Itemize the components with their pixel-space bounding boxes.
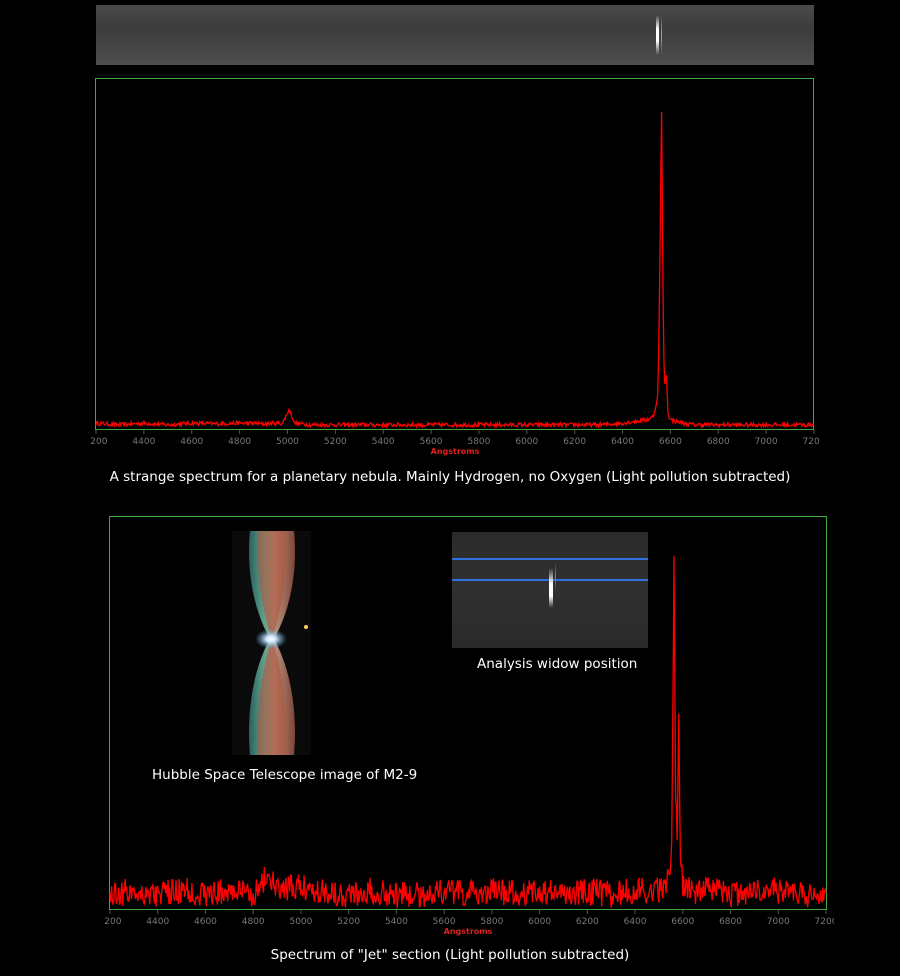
x-tick-label: 7000 <box>755 437 778 447</box>
hubble-m2-9-image <box>232 531 311 755</box>
bottom-spectrum-chart: 4200 4400 4600 4800 5000 5200 5400 5600 5800 6000… <box>104 556 834 936</box>
x-tick-label: 5600 <box>433 917 456 927</box>
spectrum-series-line <box>95 111 815 429</box>
x-tick-label: 6400 <box>624 917 647 927</box>
x-tick-label: 6200 <box>576 917 599 927</box>
x-tick-label: 4800 <box>242 917 265 927</box>
window-top-line <box>452 558 648 560</box>
x-tick-label: 5600 <box>420 437 443 447</box>
x-tick-label: 6000 <box>528 917 551 927</box>
bottom-chart-frame <box>109 516 827 910</box>
x-tick-label: 4200 <box>90 437 108 447</box>
hubble-caption: Hubble Space Telescope image of M2-9 <box>152 767 418 783</box>
raw-spectrum-strip <box>96 5 814 65</box>
x-tick-label: 5800 <box>467 437 490 447</box>
x-tick-label: 4600 <box>180 437 203 447</box>
x-tick-label: 4400 <box>132 437 155 447</box>
slit-emission-trace <box>549 568 553 608</box>
x-tick-label: 7200 <box>803 437 820 447</box>
x-tick-label: 4600 <box>194 917 217 927</box>
x-axis-label: Angstroms <box>431 447 480 456</box>
analysis-window-image <box>452 532 648 648</box>
x-tick-label: 5000 <box>289 917 312 927</box>
x-tick-label: 6800 <box>707 437 730 447</box>
x-tick-label: 4200 <box>104 917 122 927</box>
x-tick-label: 6400 <box>611 437 634 447</box>
x-tick-label: 5800 <box>480 917 503 927</box>
bottom-caption: Spectrum of "Jet" section (Light polluti… <box>270 947 630 963</box>
x-tick-label: 5200 <box>337 917 360 927</box>
x-axis-label: Angstroms <box>444 927 493 936</box>
top-spectrum-chart: 4200 4400 4600 4800 5000 5200 5400 5600 5800 6000… <box>90 111 820 456</box>
x-tick-label: 4800 <box>228 437 251 447</box>
x-tick-label: 6600 <box>659 437 682 447</box>
top-chart-frame <box>95 78 814 430</box>
x-tick-label: 6800 <box>719 917 742 927</box>
x-tick-label: 6200 <box>563 437 586 447</box>
x-tick-label: 4400 <box>146 917 169 927</box>
x-tick-label: 5200 <box>324 437 347 447</box>
spectrum-series-line <box>109 556 827 908</box>
x-tick-label: 6000 <box>515 437 538 447</box>
x-tick-label: 7200 <box>815 917 834 927</box>
x-tick-label: 6600 <box>671 917 694 927</box>
h-alpha-emission-trace <box>656 15 659 55</box>
slit-faint-trace <box>555 562 556 592</box>
window-caption: Analysis widow position <box>477 656 638 672</box>
x-tick-label: 5400 <box>372 437 395 447</box>
top-caption: A strange spectrum for a planetary nebul… <box>109 469 791 485</box>
n-ii-emission-trace <box>661 15 662 55</box>
x-tick-label: 5400 <box>385 917 408 927</box>
x-tick-label: 5000 <box>276 437 299 447</box>
nebula-illustration <box>248 531 308 755</box>
x-tick-label: 7000 <box>767 917 790 927</box>
